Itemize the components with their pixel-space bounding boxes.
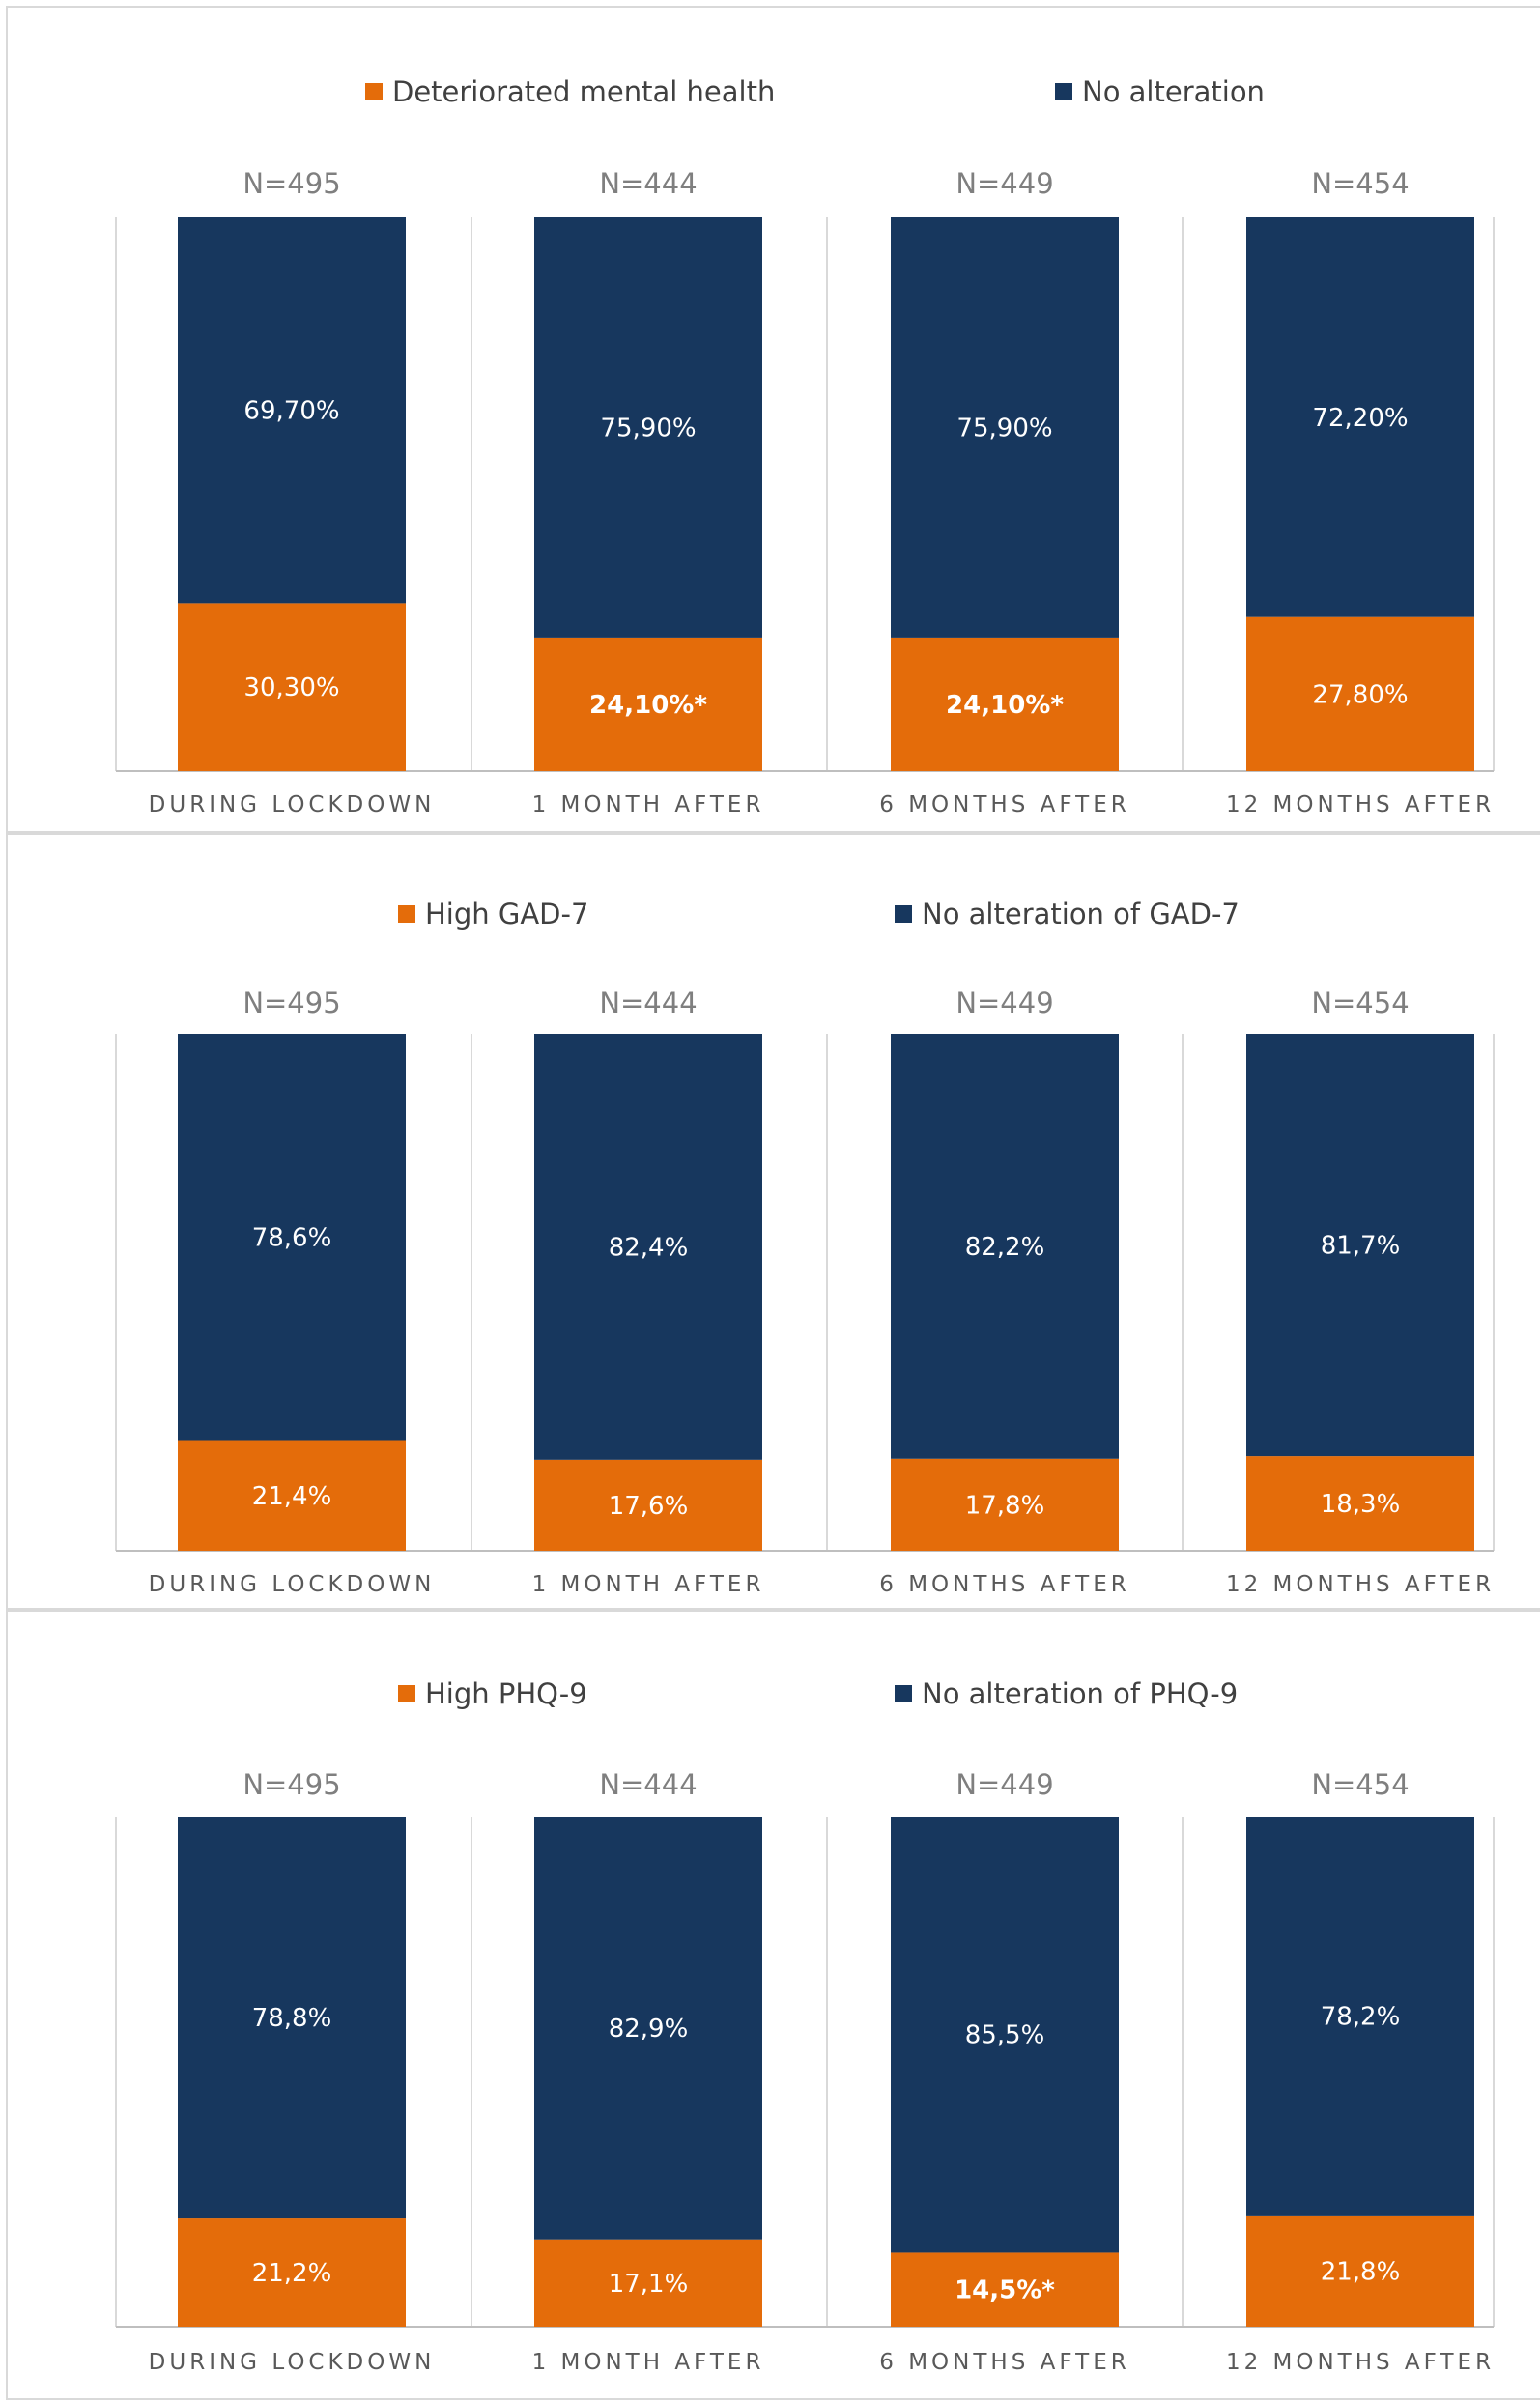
chart3-bar-deteriorated-1 [178,2218,406,2327]
chart2-bar-no-alteration-1 [178,1034,406,1441]
chart1-data-label-no-alteration-4: 72,20% [1312,404,1408,433]
chart2-n-label-3: N=449 [955,987,1053,1019]
chart3-data-label-deteriorated-4: 21,8% [1321,2257,1401,2286]
chart2-data-label-no-alteration-3: 82,2% [965,1233,1045,1262]
chart1-data-label-deteriorated-4: 27,80% [1312,680,1408,709]
chart1-data-label-deteriorated-3: 24,10%* [946,691,1064,720]
chart2-n-label-2: N=444 [599,987,697,1019]
chart3-data-label-deteriorated-1: 21,2% [252,2259,332,2288]
chart2-legend-label-2: No alteration of GAD-7 [922,898,1240,930]
chart2-data-label-no-alteration-2: 82,4% [609,1233,689,1262]
chart2-bar-no-alteration-4 [1246,1034,1474,1457]
chart3-n-label-4: N=454 [1311,1768,1409,1801]
chart1-bar-no-alteration-4 [1246,217,1474,617]
chart1-data-label-deteriorated-2: 24,10%* [589,691,707,720]
chart1-bar-deteriorated-3 [891,637,1119,771]
chart3-bar-no-alteration-1 [178,1817,406,2219]
chart2-x-tick-label-3: 6 MONTHS AFTER [879,1572,1129,1597]
chart1-bar-deteriorated-2 [534,637,762,771]
chart3-bar-deteriorated-4 [1246,2215,1474,2327]
chart2-data-label-deteriorated-4: 18,3% [1321,1490,1401,1519]
chart3-x-tick-label-2: 1 MONTH AFTER [532,2350,765,2375]
chart2-legend-swatch-1 [398,905,415,923]
chart3-bar-no-alteration-4 [1246,1817,1474,2216]
chart3-legend-label-1: High PHQ-9 [425,1677,587,1710]
chart2-legend-swatch-2 [895,905,912,923]
chart1-legend-swatch-2 [1055,83,1072,100]
chart2-data-label-deteriorated-2: 17,6% [609,1492,689,1521]
chart1-n-label-4: N=454 [1311,167,1409,200]
chart2-x-tick-label-1: DURING LOCKDOWN [149,1572,436,1597]
chart1-legend-label-1: Deteriorated mental health [392,75,775,108]
chart1-data-label-deteriorated-1: 30,30% [243,673,339,702]
chart3-data-label-deteriorated-3: 14,5%* [955,2276,1055,2305]
chart1-legend-label-2: No alteration [1082,75,1265,108]
chart3-n-label-2: N=444 [599,1768,697,1801]
chart1-bar-no-alteration-2 [534,217,762,638]
chart2-bar-deteriorated-2 [534,1459,762,1551]
chart1-legend-swatch-1 [365,83,383,100]
chart2-n-label-1: N=495 [242,987,340,1019]
chart3-x-tick-label-3: 6 MONTHS AFTER [879,2350,1129,2375]
chart2-bar-deteriorated-1 [178,1440,406,1551]
chart1-data-label-no-alteration-1: 69,70% [243,397,339,426]
chart3-legend-swatch-1 [398,1685,415,1702]
chart1-n-label-2: N=444 [599,167,697,200]
chart1-x-tick-label-2: 1 MONTH AFTER [532,792,765,817]
chart2-n-label-4: N=454 [1311,987,1409,1019]
chart1-data-label-no-alteration-3: 75,90% [956,414,1052,443]
chart3-data-label-no-alteration-3: 85,5% [965,2021,1045,2050]
chart1-data-label-no-alteration-2: 75,90% [600,414,696,443]
chart3-n-label-3: N=449 [955,1768,1053,1801]
chart2-data-label-deteriorated-1: 21,4% [252,1482,332,1511]
chart1-x-tick-label-3: 6 MONTHS AFTER [879,792,1129,817]
chart1-x-tick-label-1: DURING LOCKDOWN [149,792,436,817]
chart1-n-label-3: N=449 [955,167,1053,200]
chart3-data-label-deteriorated-2: 17,1% [609,2270,689,2299]
chart2-data-label-no-alteration-4: 81,7% [1321,1232,1401,1261]
chart2-bar-no-alteration-3 [891,1034,1119,1459]
chart1-bar-no-alteration-1 [178,217,406,604]
chart1-n-label-1: N=495 [242,167,340,200]
chart2-data-label-deteriorated-3: 17,8% [965,1491,1045,1520]
chart2-bar-deteriorated-3 [891,1458,1119,1551]
chart3-data-label-no-alteration-4: 78,2% [1321,2002,1401,2031]
chart1-bar-no-alteration-3 [891,217,1119,638]
chart3-legend-swatch-2 [895,1685,912,1702]
chart2-x-tick-label-2: 1 MONTH AFTER [532,1572,765,1597]
chart1-bar-deteriorated-1 [178,603,406,771]
chart2-bar-deteriorated-4 [1246,1456,1474,1551]
chart3-x-tick-label-1: DURING LOCKDOWN [149,2350,436,2375]
chart3-n-label-1: N=495 [242,1768,340,1801]
chart3-legend-label-2: No alteration of PHQ-9 [922,1677,1238,1710]
chart3-x-tick-label-4: 12 MONTHS AFTER [1226,2350,1495,2375]
chart2-bar-no-alteration-2 [534,1034,762,1460]
chart2-data-label-no-alteration-1: 78,6% [252,1223,332,1252]
chart3-bar-deteriorated-3 [891,2252,1119,2327]
chart3-bar-no-alteration-3 [891,1817,1119,2253]
chart1-bar-deteriorated-4 [1246,616,1474,771]
chart1-x-tick-label-4: 12 MONTHS AFTER [1226,792,1495,817]
chart2-legend-label-1: High GAD-7 [425,898,588,930]
chart3-data-label-no-alteration-2: 82,9% [609,2015,689,2044]
chart3-data-label-no-alteration-1: 78,8% [252,2004,332,2033]
chart3-bar-no-alteration-2 [534,1817,762,2240]
chart2-x-tick-label-4: 12 MONTHS AFTER [1226,1572,1495,1597]
chart3-bar-deteriorated-2 [534,2239,762,2327]
